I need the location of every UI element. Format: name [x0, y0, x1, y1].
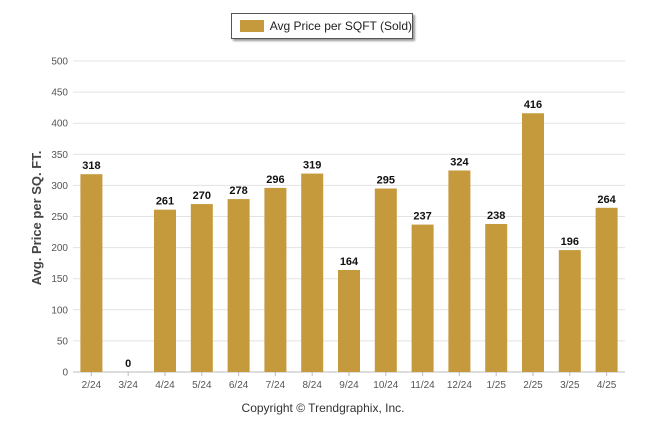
y-axis-label: Avg. Price per SQ. FT. — [29, 151, 44, 286]
bar — [448, 170, 471, 372]
y-tick-label: 350 — [51, 150, 68, 161]
copyright-footer: Copyright © Trendgraphix, Inc. — [241, 401, 405, 415]
bar-value-label: 238 — [487, 210, 505, 222]
bar — [338, 269, 360, 372]
bar — [80, 174, 103, 372]
bar-value-label: 196 — [561, 236, 579, 248]
bar — [485, 223, 508, 372]
x-tick-label: 2/25 — [523, 380, 543, 391]
bar — [264, 187, 287, 372]
x-tick-label: 4/24 — [155, 380, 175, 391]
x-tick-label: 11/24 — [410, 380, 435, 391]
y-tick-label: 150 — [51, 274, 68, 285]
y-tick-label: 100 — [51, 305, 68, 316]
bar-value-label: 237 — [413, 211, 431, 223]
bar — [227, 199, 250, 372]
x-tick-label: 3/24 — [118, 380, 138, 391]
y-tick-label: 450 — [51, 88, 68, 99]
y-tick-label: 200 — [51, 243, 68, 254]
y-tick-label: 0 — [62, 368, 68, 379]
bar-value-label: 278 — [229, 185, 247, 197]
legend-swatch — [240, 20, 264, 32]
bar-value-label: 318 — [82, 160, 100, 172]
x-tick-label: 4/25 — [597, 380, 617, 391]
bar-value-label: 296 — [266, 174, 284, 186]
x-tick-label: 8/24 — [302, 380, 322, 391]
bar-value-label: 164 — [340, 256, 359, 268]
legend-label: Avg Price per SQFT (Sold) — [269, 19, 412, 33]
bar — [374, 188, 397, 372]
x-tick-label: 3/25 — [560, 380, 580, 391]
data-labels: 318 0 261 270 278 296 319 164 295 237 324 238 416 196… — [82, 99, 616, 370]
bar — [301, 173, 324, 372]
y-tick-label: 400 — [51, 119, 68, 130]
bars — [80, 113, 618, 373]
x-tick-label: 10/24 — [373, 380, 398, 391]
bar-value-label: 324 — [450, 156, 469, 168]
bar-value-label: 270 — [193, 190, 211, 202]
bar — [190, 204, 213, 372]
x-axis-ticks: 2/24 3/24 4/24 5/24 6/24 7/24 8/24 9/24 10/24 11/… — [82, 372, 617, 391]
bar-value-label: 319 — [303, 160, 321, 172]
bar-value-label: 0 — [125, 358, 131, 370]
x-tick-label: 6/24 — [229, 380, 249, 391]
x-tick-label: 9/24 — [339, 380, 359, 391]
bar-value-label: 295 — [377, 175, 395, 187]
x-tick-label: 2/24 — [82, 380, 102, 391]
bar — [522, 113, 544, 373]
x-tick-label: 12/24 — [447, 380, 472, 391]
y-tick-label: 300 — [51, 181, 68, 192]
x-tick-label: 7/24 — [266, 380, 286, 391]
bar — [595, 207, 618, 372]
y-axis-ticks: 0 50 100 150 200 250 300 350 400 450 500 — [51, 57, 68, 379]
y-tick-label: 500 — [51, 57, 68, 68]
legend: Avg Price per SQFT (Sold) — [231, 13, 413, 39]
x-tick-label: 5/24 — [192, 380, 212, 391]
bar — [558, 250, 581, 372]
bar — [154, 209, 176, 372]
bar-value-label: 264 — [597, 194, 616, 206]
bar-value-label: 416 — [524, 99, 542, 111]
y-tick-label: 250 — [51, 212, 68, 223]
y-tick-label: 50 — [57, 336, 69, 347]
bar-value-label: 261 — [156, 196, 174, 208]
x-tick-label: 1/25 — [486, 380, 506, 391]
bar — [411, 224, 434, 372]
